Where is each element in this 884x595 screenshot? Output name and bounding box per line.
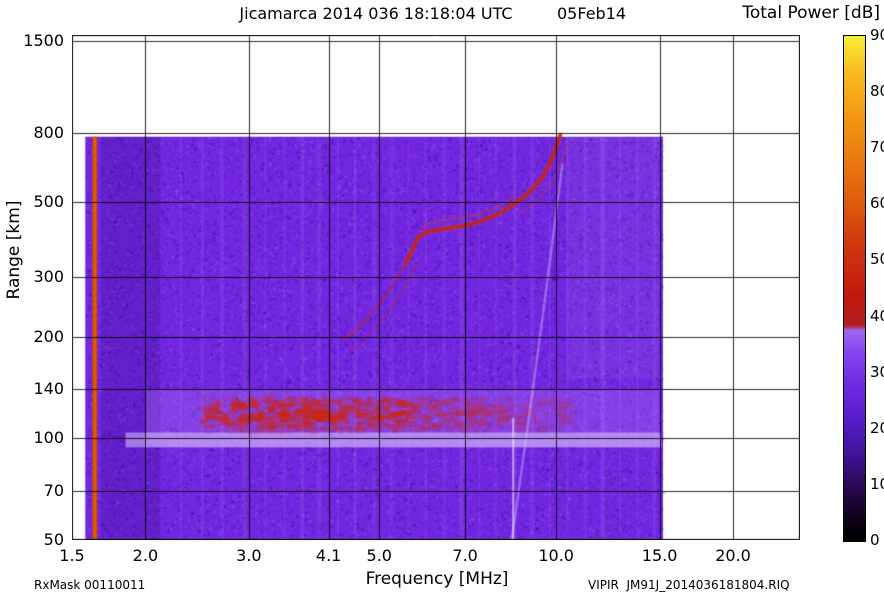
colorbar-tick-label: 10 bbox=[870, 474, 884, 493]
colorbar-gradient bbox=[843, 35, 866, 542]
y-tick-label: 70 bbox=[43, 480, 64, 500]
y-tick-label: 50 bbox=[43, 530, 64, 549]
colorbar-tick-label: 70 bbox=[870, 138, 884, 157]
rxmask-label: RxMask 00110011 bbox=[34, 578, 146, 592]
filename-label: VIPIR JM91J_2014036181804.RIQ bbox=[588, 578, 790, 592]
colorbar-tick-label: 90 bbox=[870, 26, 884, 44]
x-tick-label: 10.0 bbox=[538, 546, 574, 565]
ionogram-canvas bbox=[72, 35, 800, 540]
x-tick-label: 2.0 bbox=[132, 546, 159, 565]
y-tick-label: 1500 bbox=[23, 30, 64, 50]
x-tick-label: 3.0 bbox=[236, 546, 262, 565]
x-tick-label: 20.0 bbox=[715, 546, 751, 565]
page-title: Jicamarca 2014 036 18:18:04 UTC bbox=[239, 4, 513, 23]
colorbar-tick-label: 40 bbox=[870, 306, 884, 325]
colorbar-tick-label: 30 bbox=[870, 362, 884, 381]
colorbar-tick-label: 20 bbox=[870, 418, 884, 437]
x-tick-label: 4.1 bbox=[315, 546, 342, 565]
x-tick-label: 15.0 bbox=[641, 546, 678, 565]
x-tick-label: 1.5 bbox=[59, 546, 85, 565]
range-axis-label: Range [km] bbox=[4, 200, 24, 300]
colorbar-tick-label: 0 bbox=[870, 531, 880, 549]
y-tick-label: 100 bbox=[33, 428, 64, 448]
colorbar-tick-label: 80 bbox=[870, 82, 884, 101]
y-tick-label: 140 bbox=[33, 378, 64, 398]
colorbar-tick-label: 50 bbox=[870, 250, 884, 269]
date-label: 05Feb14 bbox=[557, 4, 627, 23]
frequency-axis-label: Frequency [MHz] bbox=[365, 569, 509, 589]
x-tick-label: 5.0 bbox=[366, 546, 392, 565]
y-tick-label: 200 bbox=[33, 326, 64, 346]
colorbar-tick-label: 60 bbox=[870, 194, 884, 213]
x-tick-label: 7.0 bbox=[452, 546, 478, 565]
colorbar-title: Total Power [dB] bbox=[742, 3, 880, 23]
y-tick-label: 800 bbox=[33, 123, 64, 143]
